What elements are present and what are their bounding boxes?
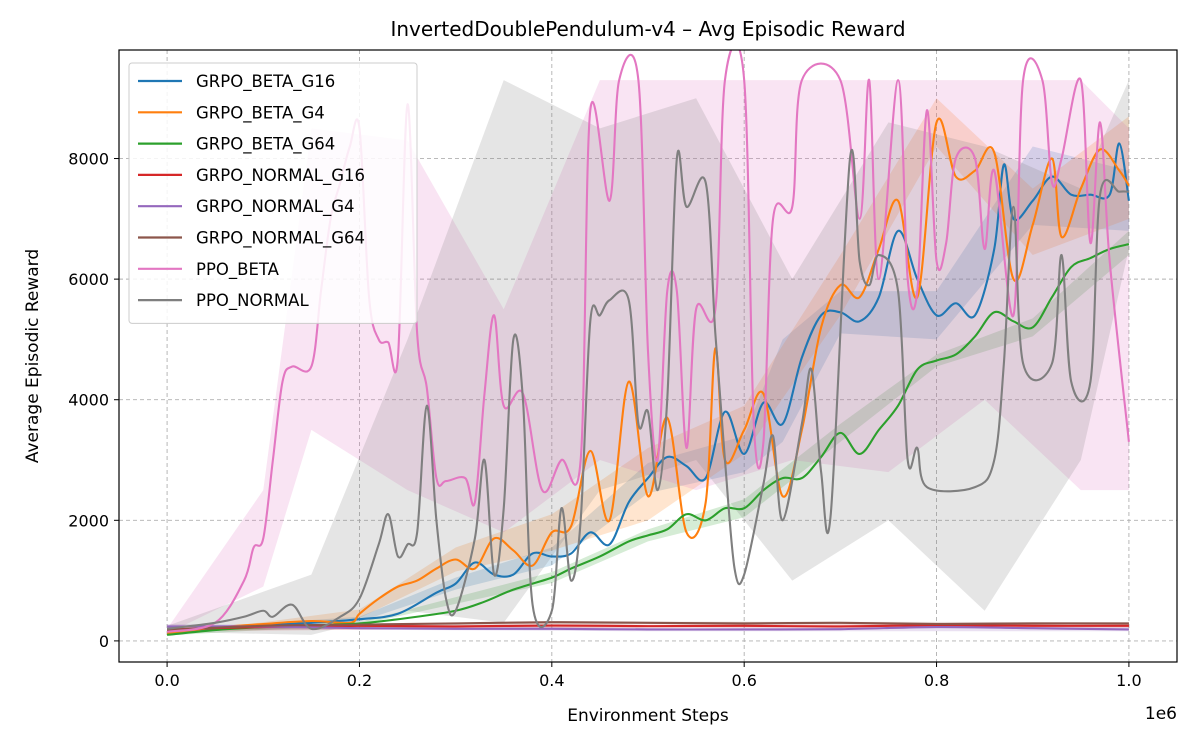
y-tick-label: 8000 — [68, 150, 109, 169]
legend-item-ppo-normal: PPO_NORMAL — [138, 291, 309, 311]
legend-label: GRPO_NORMAL_G16 — [196, 166, 365, 186]
y-tick-label: 4000 — [68, 391, 109, 410]
axis-ticks: 0.0 0.2 0.4 0.6 0.8 1.0 0 2000 4000 6000 8000 — [68, 150, 1141, 690]
line-ppo-normal — [166, 148, 1129, 631]
line-grpo-normal-g64 — [167, 621, 1129, 632]
band-grpo-beta-g16 — [167, 146, 1129, 635]
line-ppo-beta — [166, 50, 1130, 633]
legend: GRPO_BETA_G16 GRPO_BETA_G4 GRPO_BETA_G64 GR… — [128, 62, 418, 324]
x-tick-label: 0.2 — [347, 671, 372, 690]
line-grpo-beta-g16 — [166, 142, 1130, 635]
x-tick-label: 0.6 — [731, 671, 756, 690]
x-tick-label: 0.4 — [539, 671, 564, 690]
legend-item-grpo-beta-g16: GRPO_BETA_G16 — [138, 72, 335, 92]
legend-item-grpo-normal-g4: GRPO_NORMAL_G4 — [138, 197, 354, 217]
x-tick-label: 0.0 — [154, 671, 179, 690]
line-grpo-normal-g16 — [167, 624, 1129, 631]
legend-item-grpo-beta-g4: GRPO_BETA_G4 — [138, 103, 325, 123]
legend-label: GRPO_BETA_G4 — [196, 103, 325, 123]
legend-item-grpo-normal-g16: GRPO_NORMAL_G16 — [138, 166, 365, 186]
x-tick-label: 0.8 — [924, 671, 949, 690]
legend-item-grpo-normal-g64: GRPO_NORMAL_G64 — [138, 229, 365, 249]
line-grpo-normal-g4 — [167, 625, 1129, 631]
line-grpo-beta-g64 — [166, 243, 1130, 636]
x-axis-label: Environment Steps — [567, 706, 729, 726]
y-axis-label: Average Episodic Reward — [23, 249, 43, 463]
legend-item-ppo-beta: PPO_BETA — [138, 260, 280, 280]
legend-label: GRPO_NORMAL_G64 — [196, 229, 365, 249]
plot-frame — [118, 49, 1178, 663]
series-lines — [166, 50, 1130, 636]
y-tick-label: 2000 — [68, 511, 109, 530]
y-tick-label: 0 — [99, 632, 109, 651]
legend-label: GRPO_NORMAL_G4 — [196, 197, 354, 217]
x-axis-offset-label: 1e6 — [1145, 704, 1177, 724]
chart-title: InvertedDoublePendulum-v4 – Avg Episodic… — [390, 17, 905, 41]
x-tick-label: 1.0 — [1116, 671, 1141, 690]
legend-label: PPO_BETA — [196, 260, 280, 280]
legend-label: PPO_NORMAL — [196, 291, 309, 311]
line-grpo-beta-g4 — [166, 117, 1130, 635]
legend-label: GRPO_BETA_G64 — [196, 135, 335, 155]
y-tick-label: 6000 — [68, 270, 109, 289]
legend-label: GRPO_BETA_G16 — [196, 72, 335, 92]
legend-box — [128, 62, 418, 324]
legend-item-grpo-beta-g64: GRPO_BETA_G64 — [138, 135, 335, 155]
